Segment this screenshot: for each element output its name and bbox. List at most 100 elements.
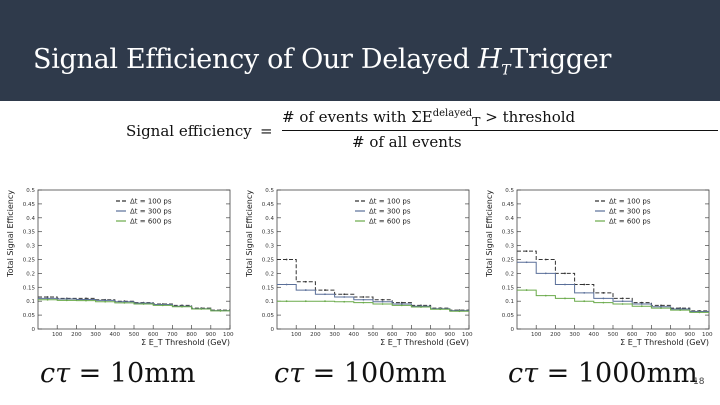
data-point: [564, 272, 566, 275]
x-tick-label: 600: [387, 332, 398, 338]
efficiency-chart-100mm: 0 0.05 0.1 0.15 0.2 0.25 0.3 0.35 0.4 0.45 0.5 100 2…: [243, 186, 473, 354]
y-tick-label: 0: [32, 327, 36, 333]
data-point: [544, 272, 547, 275]
data-point: [381, 303, 384, 305]
data-point: [583, 283, 586, 286]
y-tick-label: 0.3: [505, 244, 514, 250]
data-point: [640, 305, 643, 308]
legend-label: Δt = 600 ps: [609, 218, 651, 226]
x-tick-label: 500: [368, 332, 379, 338]
x-tick-label: 900: [206, 332, 217, 338]
x-tick-label: 400: [589, 332, 600, 338]
title-variable-base: H: [477, 44, 502, 75]
data-point: [285, 300, 288, 303]
data-point: [621, 300, 624, 303]
slide-title: Signal Efficiency of Our Delayed HTTrigg…: [33, 44, 611, 78]
title-variable: HT: [477, 44, 511, 79]
data-point: [104, 300, 107, 303]
data-point: [85, 299, 87, 302]
data-point: [660, 305, 662, 308]
data-point: [343, 300, 346, 303]
caption-var: cτ: [40, 358, 71, 389]
y-tick-label: 0: [271, 327, 275, 333]
data-point: [161, 304, 164, 307]
data-point: [544, 258, 547, 261]
series-line-2: [517, 289, 709, 313]
data-point: [400, 304, 403, 307]
data-point: [660, 304, 662, 307]
data-point: [142, 303, 145, 305]
y-tick-label: 0.2: [26, 271, 35, 277]
legend-label: Δt = 300 ps: [369, 208, 411, 216]
data-point: [602, 291, 605, 294]
data-point: [583, 291, 586, 294]
data-point: [123, 301, 126, 304]
data-point: [458, 310, 461, 313]
x-tick-label: 100: [291, 332, 302, 338]
formula-numerator: # of events with ΣEdelayedT > threshold: [282, 108, 575, 129]
x-tick-label: 300: [569, 332, 580, 338]
data-point: [400, 303, 403, 305]
formula-denominator: # of all events: [352, 133, 462, 151]
y-axis-label: Total Signal Efficiency: [245, 190, 254, 278]
legend-label: Δt = 100 ps: [369, 198, 411, 206]
data-point: [46, 297, 49, 300]
data-point: [219, 310, 222, 312]
title-variable-subscript: T: [501, 62, 511, 79]
formula-lhs: Signal efficiency: [126, 122, 252, 140]
legend-label: Δt = 100 ps: [609, 198, 651, 206]
x-tick-label: 1000: [462, 332, 473, 338]
numerator-prefix: # of events with ΣE: [282, 108, 433, 126]
data-point: [679, 309, 682, 311]
caption-ctau-1000mm: cτ = 1000mm: [508, 358, 698, 389]
x-tick-label: 200: [310, 332, 321, 338]
slide-header: Signal Efficiency of Our Delayed HTTrigg…: [0, 0, 720, 101]
data-point: [285, 258, 288, 261]
page-number: 18: [693, 377, 705, 387]
legend-label: Δt = 300 ps: [609, 208, 651, 216]
title-suffix: Trigger: [510, 44, 612, 75]
y-tick-label: 0.3: [265, 244, 274, 250]
x-axis-label: Σ E_T Threshold (GeV): [380, 338, 469, 347]
caption-value: = 100mm: [312, 358, 447, 389]
y-tick-label: 0.15: [23, 285, 36, 291]
x-tick-label: 1000: [702, 332, 713, 338]
x-tick-label: 700: [167, 332, 178, 338]
x-tick-label: 500: [608, 332, 619, 338]
data-point: [362, 301, 365, 304]
data-point: [400, 301, 403, 304]
x-axis-label: Σ E_T Threshold (GeV): [620, 338, 709, 347]
x-tick-label: 300: [329, 332, 340, 338]
x-tick-label: 800: [425, 332, 436, 338]
legend-label: Δt = 600 ps: [130, 218, 172, 226]
caption-ctau-100mm: cτ = 100mm: [274, 358, 447, 389]
y-tick-label: 0.45: [262, 202, 275, 208]
data-point: [285, 283, 288, 286]
data-point: [564, 297, 566, 300]
x-tick-label: 1000: [223, 332, 234, 338]
data-point: [564, 283, 566, 286]
y-tick-label: 0.25: [262, 258, 275, 264]
y-tick-label: 0.05: [262, 313, 275, 319]
x-tick-label: 800: [186, 332, 197, 338]
y-tick-label: 0.45: [23, 202, 36, 208]
chart-svg: 0 0.05 0.1 0.15 0.2 0.25 0.3 0.35 0.4 0.45 0.5 100 2…: [485, 188, 713, 347]
y-tick-label: 0.3: [26, 244, 35, 250]
data-point: [46, 298, 49, 301]
x-tick-label: 600: [148, 332, 159, 338]
data-point: [525, 261, 528, 264]
data-point: [304, 280, 307, 283]
data-point: [544, 294, 547, 297]
y-tick-label: 0: [511, 327, 515, 333]
data-point: [602, 301, 605, 304]
efficiency-chart-10mm: 0 0.05 0.1 0.15 0.2 0.25 0.3 0.35 0.4 0.45 0.5 100 2…: [4, 186, 234, 354]
title-prefix: Signal Efficiency of Our Delayed: [33, 44, 470, 75]
legend-label: Δt = 100 ps: [130, 198, 172, 206]
y-tick-label: 0.45: [502, 202, 515, 208]
data-point: [65, 298, 68, 300]
legend-label: Δt = 300 ps: [130, 208, 172, 216]
legend-label: Δt = 600 ps: [369, 218, 411, 226]
data-point: [420, 306, 422, 308]
x-tick-label: 500: [129, 332, 140, 338]
x-tick-label: 900: [445, 332, 456, 338]
